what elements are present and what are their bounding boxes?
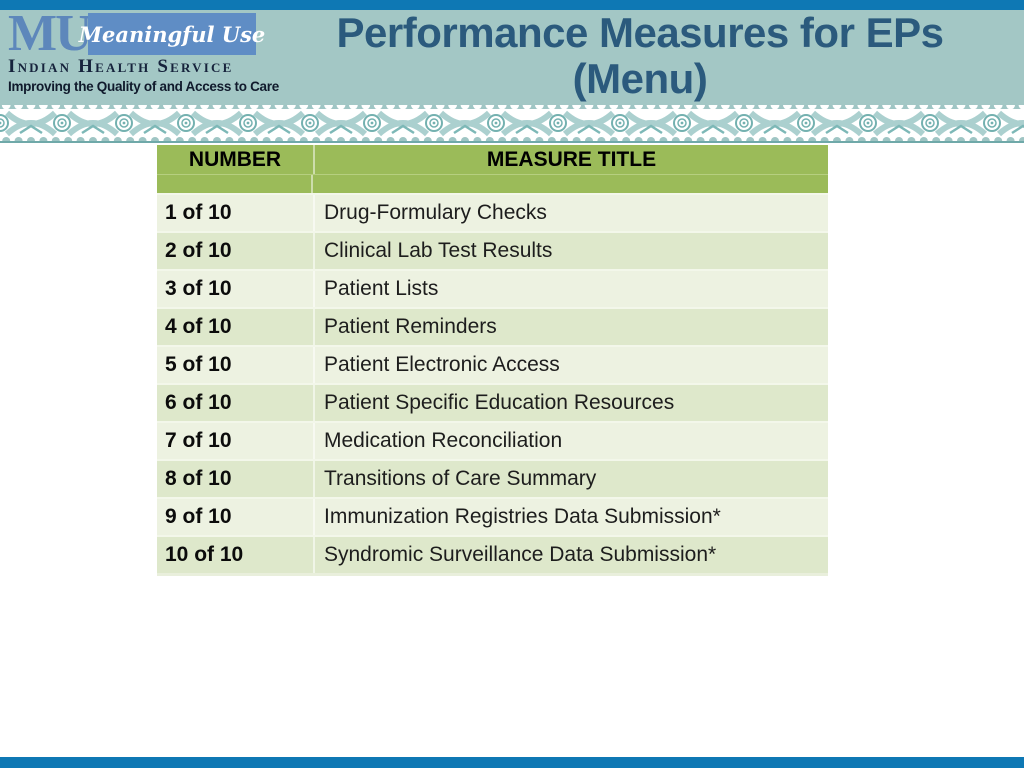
logo-badge-label: Meaningful Use [78, 21, 266, 47]
table-row: 3 of 10 Patient Lists [157, 269, 828, 307]
slide-title: Performance Measures for EPs (Menu) [262, 10, 1018, 102]
cell-measure-number: 4 of 10 [165, 315, 232, 338]
cell-measure-title: Immunization Registries Data Submission* [313, 499, 828, 535]
table-row: 1 of 10 Drug-Formulary Checks [157, 193, 828, 231]
top-accent-bar [0, 0, 1024, 10]
bottom-accent-bar [0, 757, 1024, 768]
logo-tagline: Improving the Quality of and Access to C… [8, 79, 279, 94]
cell-measure-number: 9 of 10 [165, 505, 232, 528]
cell-measure-title: Patient Specific Education Resources [313, 385, 828, 421]
cell-measure-number: 2 of 10 [165, 239, 232, 262]
header-band: MU Meaningful Use Indian Health Service … [0, 5, 1024, 105]
cell-measure-number: 8 of 10 [165, 467, 232, 490]
table-row: 10 of 10 Syndromic Surveillance Data Subm… [157, 535, 828, 573]
column-header-measure-title: MEASURE TITLE [313, 145, 828, 174]
measure-table-body: 1 of 10 Drug-Formulary Checks 2 of 10 Clini… [157, 193, 828, 573]
logo-mu-letters: MU [8, 5, 93, 62]
cell-measure-number: 1 of 10 [165, 201, 232, 224]
table-row: 2 of 10 Clinical Lab Test Results [157, 231, 828, 269]
logo-org-name: Indian Health Service [8, 56, 234, 77]
cell-measure-number: 5 of 10 [165, 353, 232, 376]
cell-measure-number: 10 of 10 [165, 543, 244, 566]
slide-title-line-1: Performance Measures for EPs [336, 9, 944, 56]
cell-measure-title: Transitions of Care Summary [313, 461, 828, 497]
table-row: 4 of 10 Patient Reminders [157, 307, 828, 345]
table-row: 6 of 10 Patient Specific Education Resour… [157, 383, 828, 421]
decorative-frieze-border [0, 105, 1024, 143]
cell-measure-title: Syndromic Surveillance Data Submission* [313, 537, 828, 573]
cell-measure-title: Patient Reminders [313, 309, 828, 345]
cell-measure-title: Patient Lists [313, 271, 828, 307]
table-header-row: NUMBER MEASURE TITLE [157, 145, 828, 174]
table-row: 5 of 10 Patient Electronic Access [157, 345, 828, 383]
cell-measure-number: 7 of 10 [165, 429, 232, 452]
header-spacer-row [157, 174, 828, 193]
ihs-meaningful-use-logo: MU Meaningful Use Indian Health Service … [6, 5, 279, 105]
table-row: 8 of 10 Transitions of Care Summary [157, 459, 828, 497]
logo-meaningful-use-badge: Meaningful Use [79, 13, 265, 55]
cell-measure-number: 6 of 10 [165, 391, 232, 414]
table-row: 7 of 10 Medication Reconciliation [157, 421, 828, 459]
cell-measure-number: 3 of 10 [165, 277, 232, 300]
table-row: 9 of 10 Immunization Registries Data Subm… [157, 497, 828, 535]
cell-measure-title: Patient Electronic Access [313, 347, 828, 383]
cell-measure-title: Medication Reconciliation [313, 423, 828, 459]
measures-table: NUMBER MEASURE TITLE 1 of 10 Drug-Formula… [157, 145, 828, 576]
column-header-number: NUMBER [188, 147, 282, 171]
cell-measure-title: Drug-Formulary Checks [313, 195, 828, 231]
slide-title-line-2: (Menu) [572, 55, 708, 102]
cell-measure-title: Clinical Lab Test Results [313, 233, 828, 269]
